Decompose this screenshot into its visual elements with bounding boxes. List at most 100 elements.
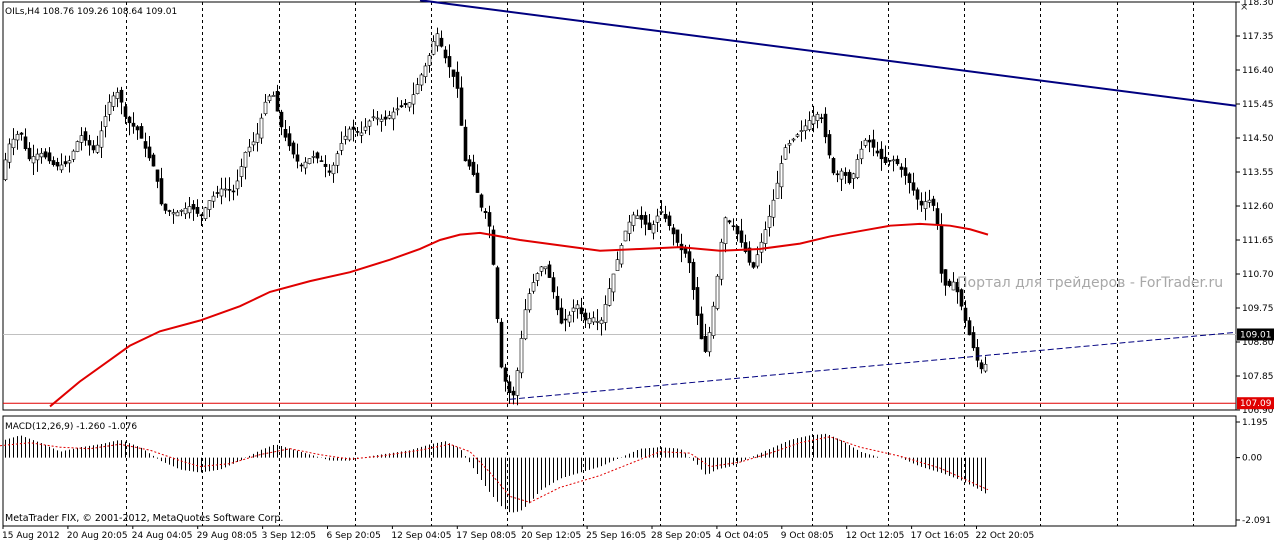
- x-tick-label: 17 Sep 08:05: [456, 531, 516, 541]
- candle-body: [635, 215, 640, 219]
- candle-body: [451, 69, 456, 77]
- candle-body: [119, 89, 124, 103]
- y-tick-label: 111.65: [1242, 236, 1274, 246]
- candle-body: [783, 147, 788, 160]
- candle-body: [543, 266, 548, 270]
- candle-body: [475, 172, 480, 193]
- candle-body: [259, 117, 264, 139]
- candle-body: [887, 160, 892, 162]
- candle-body: [15, 134, 20, 141]
- candle-body: [455, 71, 460, 89]
- candle-body: [723, 217, 728, 244]
- candle-body: [331, 164, 336, 175]
- candle-body: [815, 113, 820, 121]
- x-tick-label: 29 Aug 08:05: [197, 531, 258, 541]
- candle-body: [347, 128, 352, 141]
- candle-body: [87, 140, 92, 146]
- candle-body: [31, 156, 36, 164]
- candle-body: [351, 126, 356, 130]
- candle-body: [199, 214, 204, 217]
- candle-body: [323, 163, 328, 167]
- candle-body: [115, 92, 120, 99]
- candle-body: [471, 161, 476, 175]
- candle-body: [83, 131, 88, 141]
- candle-body: [623, 230, 628, 242]
- candle-body: [319, 160, 324, 162]
- candle-body: [367, 120, 372, 127]
- candle-body: [787, 143, 792, 146]
- x-tick-label: 9 Oct 08:05: [781, 531, 834, 541]
- x-tick-label: 12 Sep 04:05: [391, 531, 451, 541]
- candle-body: [895, 158, 900, 165]
- candle-body: [491, 229, 496, 265]
- candle-body: [795, 134, 800, 137]
- trendline-lower: [509, 331, 1237, 400]
- candle-body: [663, 213, 668, 219]
- candle-body: [939, 224, 944, 274]
- candle-body: [3, 159, 8, 180]
- support-price-label: 107.09: [1240, 399, 1272, 409]
- candle-body: [295, 154, 300, 162]
- candle-body: [207, 200, 212, 210]
- candle-body: [499, 321, 504, 368]
- watermark: Портал для трейдеров - ForTrader.ru: [957, 275, 1223, 291]
- candle-body: [487, 212, 492, 227]
- candle-body: [951, 281, 956, 291]
- candle-body: [847, 171, 852, 184]
- candle-body: [831, 158, 836, 174]
- candle-body: [191, 204, 196, 210]
- candle-body: [363, 126, 368, 131]
- candle-body: [923, 201, 928, 209]
- candle-body: [799, 130, 804, 132]
- candle-body: [807, 120, 812, 130]
- x-tick-label: 17 Oct 16:05: [911, 531, 970, 541]
- candle-body: [579, 307, 584, 315]
- candle-body: [431, 41, 436, 55]
- y-tick-label: 109.75: [1242, 304, 1274, 314]
- candle-body: [591, 317, 596, 323]
- candle-body: [159, 178, 164, 205]
- candle-body: [143, 141, 148, 149]
- candle-body: [415, 84, 420, 94]
- candle-body: [927, 199, 932, 203]
- candle-body: [735, 226, 740, 235]
- candle-body: [91, 145, 96, 151]
- candle-body: [275, 90, 280, 112]
- candle-body: [911, 182, 916, 191]
- candle-body: [391, 111, 396, 120]
- candle-body: [655, 215, 660, 223]
- candle-body: [803, 125, 808, 132]
- candle-body: [151, 154, 156, 167]
- candle-body: [587, 317, 592, 325]
- x-tick-label: 22 Oct 20:05: [976, 531, 1035, 541]
- candle-body: [439, 37, 444, 47]
- candle-body: [507, 381, 512, 394]
- candle-body: [59, 164, 64, 171]
- x-tick-label: 3 Sep 12:05: [262, 531, 316, 541]
- candle-body: [215, 192, 220, 194]
- candle-body: [375, 117, 380, 120]
- candle-body: [583, 312, 588, 321]
- candle-body: [715, 275, 720, 309]
- candle-body: [231, 190, 236, 193]
- candle-body: [611, 273, 616, 293]
- candle-body: [559, 307, 564, 324]
- y-tick-label: 116.40: [1242, 66, 1274, 76]
- panel-close-icon[interactable]: ×: [1240, 2, 1248, 13]
- candle-body: [979, 362, 984, 370]
- candle-body: [647, 222, 652, 231]
- y-tick-label: 106.90: [1242, 406, 1274, 416]
- candle-body: [211, 195, 216, 202]
- candle-body: [827, 134, 832, 156]
- candle-body: [107, 101, 112, 115]
- candle-body: [327, 170, 332, 173]
- candle-body: [175, 211, 180, 217]
- candle-body: [555, 295, 560, 311]
- candle-body: [907, 173, 912, 184]
- candle-body: [959, 289, 964, 307]
- candle-body: [535, 273, 540, 281]
- candle-body: [11, 138, 16, 149]
- grid-layer: [2, 1, 1237, 527]
- candle-body: [279, 111, 284, 128]
- candle-body: [711, 305, 716, 336]
